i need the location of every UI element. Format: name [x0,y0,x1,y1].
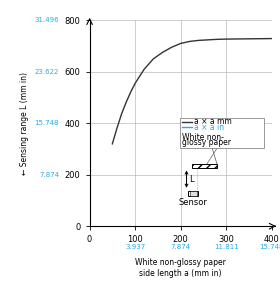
Text: 15.748: 15.748 [34,120,59,126]
Bar [190,191,197,195]
Text: 23.622: 23.622 [35,69,59,75]
Text: 15.748: 15.748 [259,244,280,250]
Text: Sensor: Sensor [179,198,208,207]
Text: White non-: White non- [182,133,224,142]
Text: 31.496: 31.496 [34,17,59,23]
Bar [192,164,217,168]
Text: 7.874: 7.874 [171,244,191,250]
Y-axis label: ← Sensing range L (mm in): ← Sensing range L (mm in) [20,72,29,175]
Text: 7.874: 7.874 [39,172,59,178]
Bar [188,191,198,196]
FancyBboxPatch shape [180,118,264,148]
Text: glossy paper: glossy paper [182,138,231,147]
Text: 3.937: 3.937 [125,244,145,250]
Text: 11.811: 11.811 [214,244,239,250]
Text: L: L [189,175,193,184]
Text: a × a in: a × a in [194,123,224,132]
X-axis label: White non-glossy paper
side length a (mm in): White non-glossy paper side length a (mm… [135,258,226,278]
Text: a × a mm: a × a mm [194,117,232,126]
